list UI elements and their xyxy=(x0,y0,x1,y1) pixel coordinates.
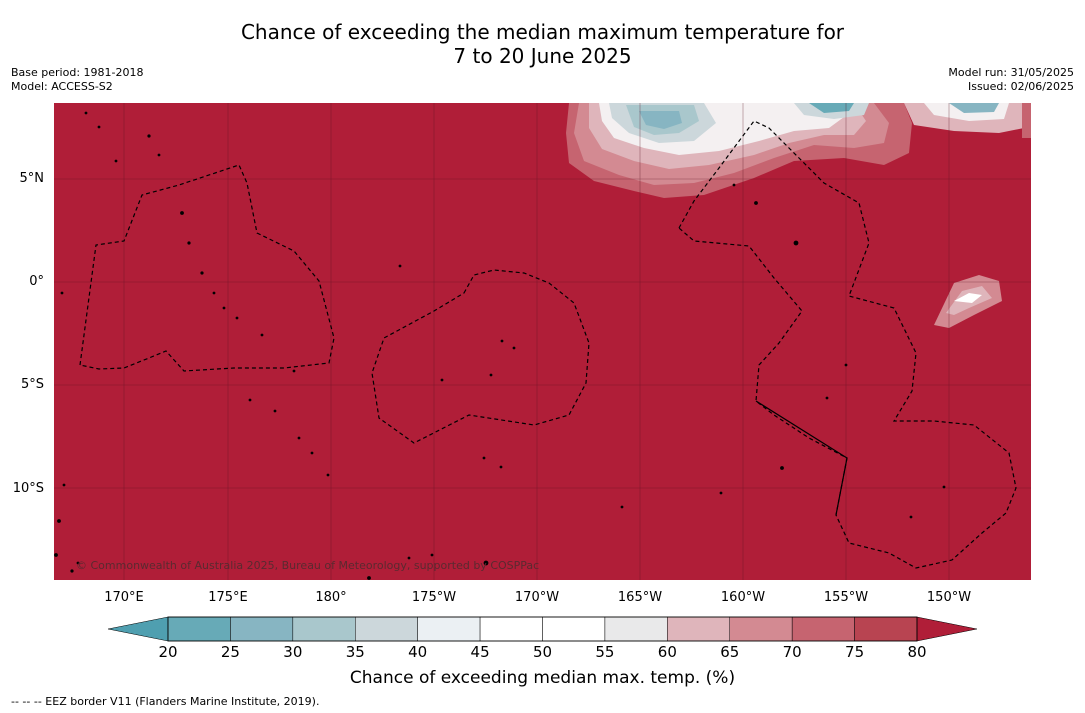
colorbar-segment xyxy=(542,616,606,642)
colorbar-over-arrow xyxy=(916,616,978,642)
colorbar-segment xyxy=(729,616,793,642)
colorbar xyxy=(108,616,978,642)
lon-label-175e: 175°E xyxy=(208,590,248,605)
colorbar-segment xyxy=(292,616,356,642)
title-line-2: 7 to 20 June 2025 xyxy=(453,44,632,68)
meta-left: Base period: 1981-2018 Model: ACCESS-S2 xyxy=(11,66,143,94)
map-panel[interactable] xyxy=(54,103,1031,580)
eez-borders xyxy=(79,120,1017,569)
lat-label-0: 0° xyxy=(29,274,44,289)
colorbar-segment xyxy=(667,616,730,642)
colorbar-tick-label: 25 xyxy=(220,643,240,661)
issued-date: Issued: 02/06/2025 xyxy=(967,80,1074,93)
meta-right: Model run: 31/05/2025 Issued: 02/06/2025 xyxy=(948,66,1074,94)
lat-label-5n: 5°N xyxy=(19,171,45,186)
lon-label-160w: 160°W xyxy=(720,590,766,605)
lon-label-170w: 170°W xyxy=(514,590,560,605)
lon-label-180: 180° xyxy=(315,590,347,605)
colorbar-label: Chance of exceeding median max. temp. (%… xyxy=(349,668,736,688)
colorbar-tick-label: 55 xyxy=(595,643,615,661)
colorbar-segment xyxy=(854,616,918,642)
colorbar-under-arrow xyxy=(108,616,169,642)
map-canvas xyxy=(54,103,1031,580)
base-period: Base period: 1981-2018 xyxy=(11,66,144,79)
colorbar-frame xyxy=(167,616,918,642)
colorbar-segment xyxy=(355,616,418,642)
model-name: Model: ACCESS-S2 xyxy=(11,80,113,93)
colorbar-tick-label: 35 xyxy=(345,643,365,661)
colorbar-tick-label: 60 xyxy=(657,643,677,661)
colorbar-segment xyxy=(791,616,855,642)
lon-label-155w: 155°W xyxy=(823,590,869,605)
lon-label-150w: 150°W xyxy=(926,590,972,605)
colorbar-segment xyxy=(417,616,481,642)
title-line-1: Chance of exceeding the median maximum t… xyxy=(240,20,845,44)
colorbar-segment xyxy=(479,616,543,642)
low-probability-region-east xyxy=(934,275,1002,328)
colorbar-tick-label: 75 xyxy=(845,643,865,661)
graticule xyxy=(54,103,1031,580)
colorbar-tick-label: 50 xyxy=(532,643,553,661)
colorbar-segments xyxy=(167,616,918,642)
map-title: Chance of exceeding the median maximum t… xyxy=(0,20,1085,68)
eez-footnote: -- -- -- EEZ border V11 (Flanders Marine… xyxy=(11,695,320,708)
low-probability-region-north xyxy=(566,103,912,198)
probability-field xyxy=(54,103,1031,580)
lat-label-10s: 10°S xyxy=(12,481,44,496)
colorbar-tick-label: 30 xyxy=(283,643,303,661)
colorbar-tick-label: 20 xyxy=(158,643,178,661)
colorbar-tick-label: 40 xyxy=(408,643,428,661)
colorbar-segment xyxy=(604,616,668,642)
model-run: Model run: 31/05/2025 xyxy=(948,66,1074,79)
coastlines xyxy=(54,111,946,580)
lon-label-175w: 175°W xyxy=(411,590,457,605)
eez-solid-segment xyxy=(755,400,848,516)
lat-label-5s: 5°S xyxy=(20,377,44,392)
lon-label-165w: 165°W xyxy=(617,590,663,605)
colorbar-segment xyxy=(230,616,294,642)
colorbar-tick-label: 45 xyxy=(470,643,490,661)
colorbar-tick-label: 80 xyxy=(907,643,927,661)
colorbar-segment xyxy=(167,616,231,642)
low-probability-region-northeast xyxy=(904,103,1031,138)
colorbar-tick-label: 70 xyxy=(782,643,802,661)
colorbar-tick-label: 65 xyxy=(720,643,740,661)
copyright-notice: © Commonwealth of Australia 2025, Bureau… xyxy=(76,559,540,572)
lon-label-170e: 170°E xyxy=(104,590,144,605)
